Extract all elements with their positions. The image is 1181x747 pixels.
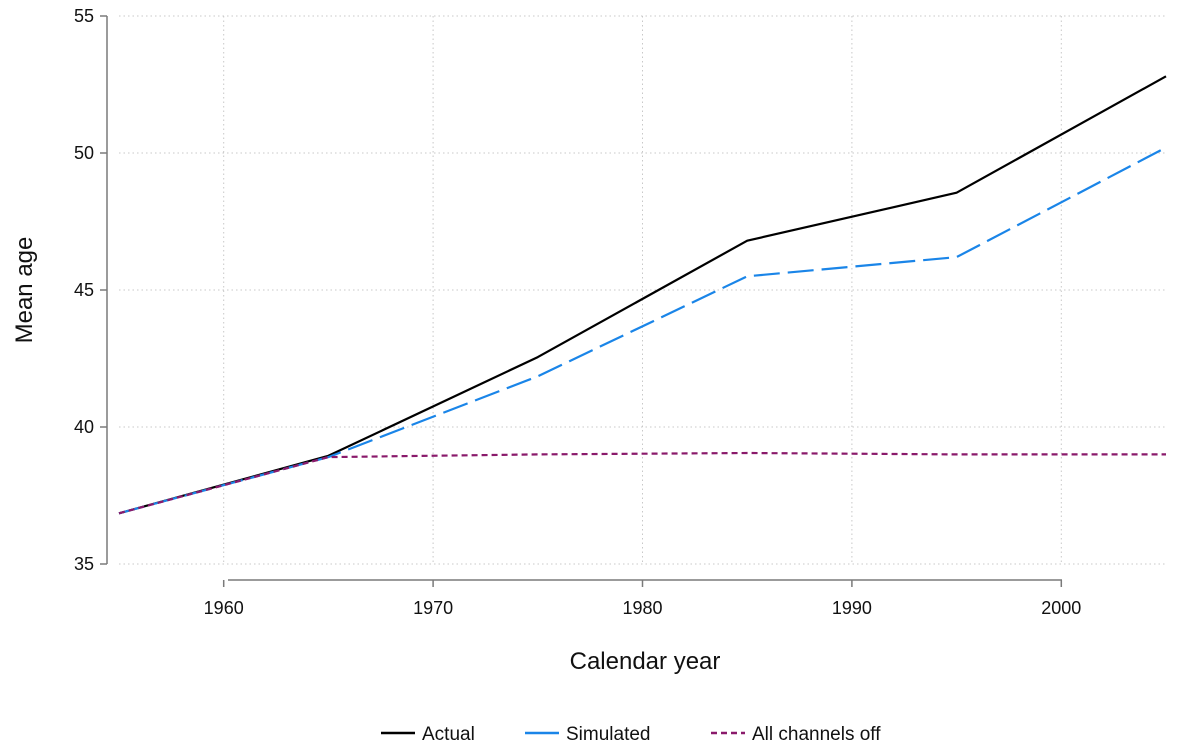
axes-layer — [106, 16, 1062, 581]
y-ticks: 35 40 45 50 55 — [74, 6, 107, 574]
legend: Actual Simulated All channels off — [381, 724, 881, 745]
legend-label-1: Actual — [422, 724, 475, 745]
x-tick-label: 1990 — [832, 598, 872, 618]
x-tick-label: 1960 — [204, 598, 244, 618]
series-layer — [118, 75, 1167, 515]
grid-layer — [119, 15, 1166, 565]
y-tick-label: 35 — [74, 554, 94, 574]
y-tick-label: 45 — [74, 280, 94, 300]
y-tick-label: 50 — [74, 143, 94, 163]
y-tick-label: 55 — [74, 6, 94, 26]
series-line-3 — [118, 451, 1166, 515]
y-tick-label: 40 — [74, 417, 94, 437]
y-axis-title: Mean age — [11, 237, 38, 344]
x-tick-label: 2000 — [1041, 598, 1081, 618]
series-line-1 — [118, 75, 1167, 515]
legend-label-2: Simulated — [566, 724, 651, 745]
x-tick-label: 1970 — [413, 598, 453, 618]
x-tick-label: 1980 — [622, 598, 662, 618]
legend-label-3: All channels off — [752, 724, 881, 745]
x-axis-title: Calendar year — [570, 648, 721, 675]
x-ticks: 1960 1970 1980 1990 2000 — [204, 580, 1081, 618]
